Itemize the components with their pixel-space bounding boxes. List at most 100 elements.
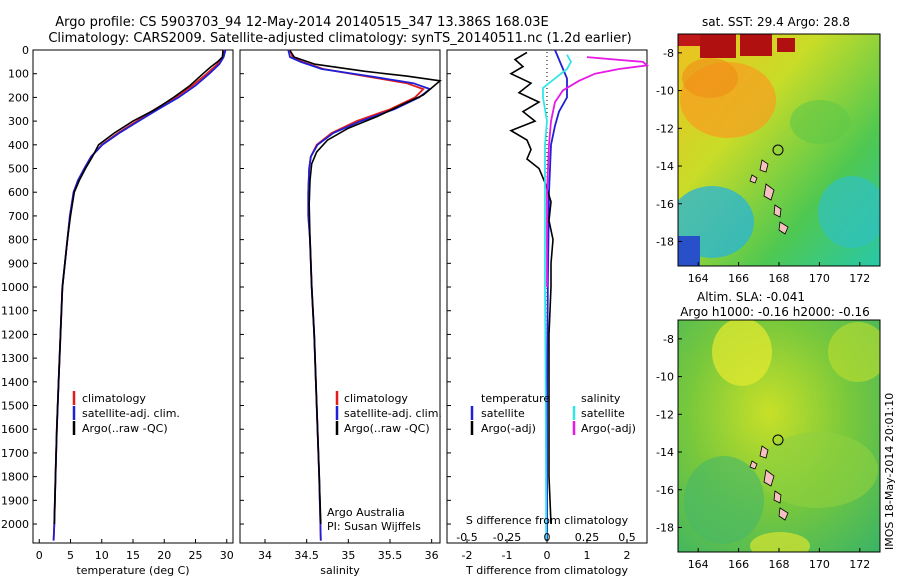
temperature-panel: 0100200300400500600700800900100011001200…: [1, 44, 451, 577]
sst-warm-core: [682, 58, 738, 98]
depth-tick-label: 1300: [1, 352, 29, 365]
x-tick-label: -1: [502, 549, 513, 562]
sst-map-title: sat. SST: 29.4 Argo: 28.8: [702, 15, 850, 29]
depth-tick-label: 700: [8, 210, 29, 223]
x-tick-label: 34.5: [294, 549, 319, 562]
x-tick-label: 25: [189, 549, 203, 562]
legend-argo: Argo(..raw -QC): [82, 422, 168, 435]
depth-tick-label: 1000: [1, 281, 29, 294]
salinity-ticks: 34 34.5 35 35.5 36: [258, 539, 439, 562]
depth-tick-label: 300: [8, 115, 29, 128]
depth-tick-label: 800: [8, 234, 29, 247]
sst-green-patch: [790, 100, 850, 144]
sla-high-patch: [712, 320, 772, 386]
argo-position-marker: [772, 144, 784, 156]
s-difference-xlabel: S difference from climatology: [466, 514, 629, 527]
credit-line-2: PI: Susan Wijffels: [327, 520, 421, 533]
sst-hot-block: [700, 34, 736, 58]
legend-temperature-title: temperature: [481, 392, 550, 405]
legend-climatology: climatology: [344, 392, 408, 405]
series-line-salinity-satellite: [542, 54, 573, 541]
x-tick-label: 35: [341, 549, 355, 562]
x-tick-label: 15: [126, 549, 140, 562]
credit-line-1: Argo Australia: [327, 506, 405, 519]
x-tick-label: 36: [425, 549, 439, 562]
islands: [749, 159, 789, 235]
lat-tick-label: -18: [656, 235, 674, 248]
salinity-xlabel: salinity: [320, 564, 360, 577]
sla-high-patch: [828, 322, 880, 382]
sst-hot-block: [777, 38, 795, 52]
depth-tick-label: 900: [8, 257, 29, 270]
lon-tick-label: 166: [728, 558, 749, 571]
s-tick-label: -0.5: [456, 531, 477, 544]
sla-map-panel: Altim. SLA: -0.041 Argo h1000: -0.16 h20…: [656, 290, 881, 571]
x-tick-label: 30: [220, 549, 234, 562]
legend-salinity-argo: Argo(-adj): [581, 422, 636, 435]
x-tick-label: 1: [584, 549, 591, 562]
series-line-climatology: [52, 49, 226, 541]
lon-tick-label: 164: [688, 272, 709, 285]
lon-tick-label: 166: [728, 272, 749, 285]
s-tick-label: 0: [544, 531, 551, 544]
sst-hot-block: [740, 34, 772, 56]
sla-map-title-2: Argo h1000: -0.16 h2000: -0.16: [680, 305, 870, 319]
depth-tick-label: 2000: [1, 518, 29, 531]
sla-mid-patch: [758, 432, 878, 508]
sla-high-patch: [750, 532, 810, 552]
lat-tick-label: -16: [656, 484, 674, 497]
depth-tick-label: 1800: [1, 471, 29, 484]
legend-salinity-title: salinity: [581, 392, 621, 405]
x-tick-label: 35.5: [378, 549, 403, 562]
legend-satellite: satellite: [481, 407, 525, 420]
depth-tick-label: 1400: [1, 376, 29, 389]
lat-tick-label: -8: [663, 333, 674, 346]
x-tick-label: 10: [95, 549, 109, 562]
sst-field: [678, 34, 880, 266]
sla-map-title-1: Altim. SLA: -0.041: [697, 290, 805, 304]
legend-argo: Argo(-adj): [481, 422, 536, 435]
lat-tick-label: -16: [656, 198, 674, 211]
lat-tick-label: -12: [656, 122, 674, 135]
lat-tick-label: -10: [656, 85, 674, 98]
x-tick-label: 20: [157, 549, 171, 562]
title-line-1: Argo profile: CS 5903703_94 12-May-2014 …: [55, 15, 548, 30]
lon-tick-label: 170: [809, 558, 830, 571]
series-line-satellite-adj-clim: [52, 49, 227, 541]
lon-tick-label: 170: [809, 272, 830, 285]
difference-legend-salinity: salinity satellite Argo(-adj): [572, 392, 636, 435]
difference-legend-temperature: temperature satellite Argo(-adj): [470, 392, 550, 435]
salinity-panel: 34 34.5 35 35.5 36 salinity climatology sate…: [239, 49, 442, 577]
series-line-argo-adj: [509, 51, 554, 525]
depth-tick-label: 1700: [1, 447, 29, 460]
lat-tick-label: -18: [656, 521, 674, 534]
lon-tick-label: 172: [849, 272, 870, 285]
difference-series: [509, 49, 650, 541]
s-tick-label: 0.25: [575, 531, 600, 544]
depth-tick-label: 1100: [1, 305, 29, 318]
sla-lon-ticks: 164 166 168 170 172: [688, 548, 870, 571]
sst-hot-block: [678, 34, 700, 46]
timestamp-stamp: IMOS 18-May-2014 20:01:10: [883, 393, 896, 550]
argo-position-marker: [772, 434, 784, 446]
legend-salinity-satellite: satellite: [581, 407, 625, 420]
salinity-difference-ticks: -0.5 -0.25 0 0.25 0.5: [456, 531, 635, 544]
temperature-ticks: 0 5 10 15 20 25 30: [36, 539, 234, 562]
title-line-2: Climatology: CARS2009. Satellite-adjuste…: [48, 31, 631, 46]
legend-climatology: climatology: [82, 392, 146, 405]
difference-ticks: -2 -1 0 1 2: [462, 539, 631, 562]
legend-satellite: satellite-adj. clim.: [82, 407, 180, 420]
temperature-legend: climatology satellite-adj. clim. Argo(..…: [72, 391, 180, 435]
s-tick-label: -0.25: [493, 531, 521, 544]
depth-tick-label: 0: [22, 44, 29, 57]
x-tick-label: 5: [67, 549, 74, 562]
lon-tick-label: 164: [688, 558, 709, 571]
x-tick-label: 34: [258, 549, 272, 562]
salinity-series: [287, 49, 442, 541]
x-tick-label: 0: [544, 549, 551, 562]
sst-lon-ticks: 164 166 168 170 172: [688, 262, 870, 285]
depth-tick-label: 600: [8, 186, 29, 199]
depth-tick-label: 400: [8, 139, 29, 152]
sst-cool-patch: [818, 176, 880, 248]
